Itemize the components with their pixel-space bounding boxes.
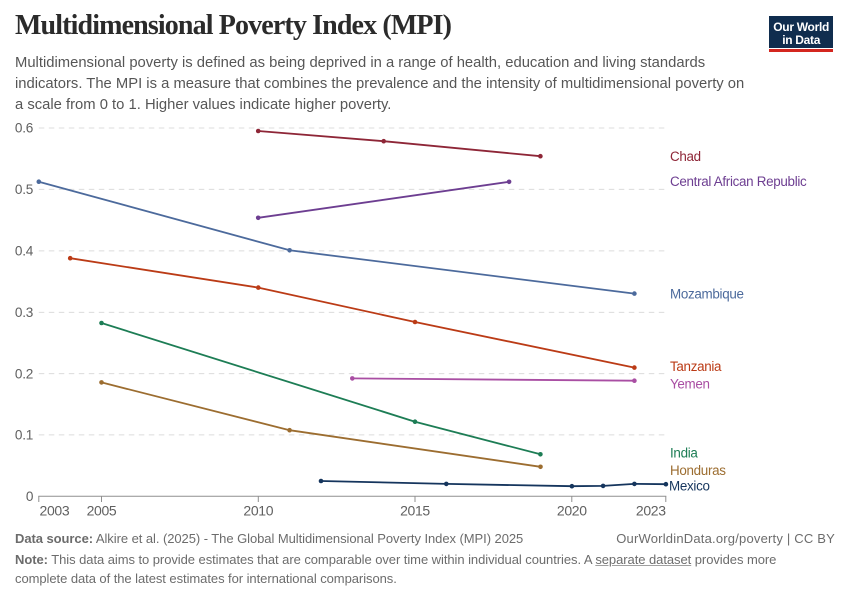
svg-text:Mozambique: Mozambique — [670, 287, 744, 302]
svg-text:0.6: 0.6 — [15, 121, 33, 136]
svg-text:Honduras: Honduras — [670, 463, 726, 478]
svg-text:2023: 2023 — [636, 502, 666, 518]
svg-text:Tanzania: Tanzania — [670, 359, 722, 374]
svg-text:0.3: 0.3 — [15, 305, 33, 320]
svg-text:2020: 2020 — [557, 502, 587, 518]
svg-text:0.4: 0.4 — [15, 244, 34, 259]
svg-text:2003: 2003 — [40, 502, 70, 518]
svg-text:2005: 2005 — [87, 502, 117, 518]
svg-text:2010: 2010 — [243, 502, 273, 518]
svg-text:2015: 2015 — [400, 502, 430, 518]
svg-text:0.1: 0.1 — [15, 428, 33, 443]
svg-text:0.2: 0.2 — [15, 366, 33, 381]
svg-text:Mexico: Mexico — [669, 478, 710, 493]
svg-text:Chad: Chad — [670, 149, 701, 164]
svg-text:India: India — [670, 446, 698, 461]
svg-text:0: 0 — [26, 489, 34, 504]
svg-text:0.5: 0.5 — [15, 182, 33, 197]
svg-text:Yemen: Yemen — [670, 376, 710, 391]
svg-text:Central African Republic: Central African Republic — [670, 174, 807, 189]
